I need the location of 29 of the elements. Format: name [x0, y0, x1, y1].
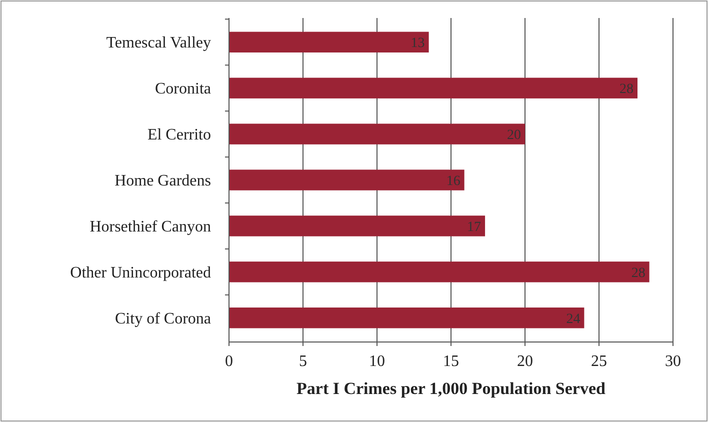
data-label: 24: [566, 312, 580, 327]
bar: [229, 262, 650, 282]
y-tick-label: Other Unincorporated: [70, 264, 211, 282]
bar: [229, 170, 464, 190]
x-tick-label: 10: [369, 353, 385, 370]
data-label: 28: [631, 266, 646, 281]
x-tick-label: 0: [225, 353, 233, 370]
data-label: 17: [467, 220, 482, 235]
x-tick-label: 30: [665, 353, 681, 370]
bar: [229, 32, 429, 52]
data-label: 13: [410, 36, 425, 52]
data-label: 16: [446, 174, 460, 189]
y-tick-label: Horsethief Canyon: [90, 218, 211, 236]
x-tick-label: 15: [443, 353, 459, 370]
bar: [229, 308, 584, 328]
bar: [229, 78, 638, 98]
y-tick-label: El Cerrito: [147, 126, 211, 144]
x-tick-label: 5: [299, 353, 307, 370]
y-tick-label: Coronita: [155, 80, 211, 98]
y-tick-label: City of Corona: [115, 310, 211, 328]
data-label: 28: [619, 82, 634, 97]
bar: [229, 124, 525, 144]
x-axis-title: Part I Crimes per 1,000 Population Served: [296, 379, 606, 398]
x-tick-label: 20: [517, 353, 533, 370]
y-tick-label: Home Gardens: [114, 172, 211, 190]
y-tick-label: Temescal Valley: [106, 34, 211, 52]
data-label: 20: [507, 128, 521, 143]
bar: [229, 216, 486, 236]
x-tick-label: 25: [591, 353, 607, 370]
